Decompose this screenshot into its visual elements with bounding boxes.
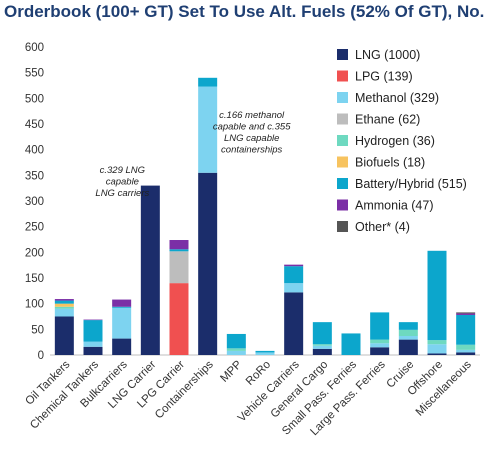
bar-large-pass-ferries-hydrogen: [370, 339, 390, 344]
bar-miscellaneous-lng: [456, 352, 476, 355]
legend-label: Hydrogen (36): [355, 134, 435, 148]
bar-general-cargo-lng: [312, 348, 332, 355]
bar-chemical-tankers-ammonia: [83, 319, 103, 321]
legend-swatch: [337, 156, 348, 168]
y-tick-label: 250: [25, 222, 44, 234]
bar-vehicle-carriers-battery-hybrid: [284, 266, 304, 284]
legend-label: Methanol (329): [355, 91, 439, 105]
bar-oil-tankers-hydrogen: [54, 306, 74, 309]
legend-label: Battery/Hybrid (515): [355, 177, 467, 191]
bar-cruise-hydrogen: [398, 329, 418, 337]
legend-label: Ethane (62): [355, 113, 420, 127]
legend-swatch: [337, 49, 348, 60]
y-tick-label: 350: [25, 170, 44, 182]
bar-bulkcarriers-ammonia: [112, 299, 132, 307]
y-tick-label: 50: [31, 324, 44, 336]
bar-vehicle-carriers-ammonia: [284, 264, 304, 267]
bar-large-pass-ferries-lng: [370, 347, 390, 355]
annotation-text: containerships: [221, 144, 283, 155]
bar-offshore-lng: [427, 353, 447, 355]
y-tick-label: 600: [25, 42, 44, 54]
bar-general-cargo-methanol: [312, 345, 332, 349]
bar-vehicle-carriers-methanol: [284, 283, 304, 293]
y-tick-label: 0: [38, 350, 44, 362]
legend-swatch: [337, 221, 348, 232]
bar-miscellaneous-other: [456, 312, 476, 314]
legend-swatch: [337, 178, 348, 189]
legend-swatch: [337, 113, 348, 125]
legend-swatch: [337, 92, 348, 103]
bar-roro-methanol: [255, 352, 275, 355]
bar-miscellaneous-hydrogen: [456, 344, 476, 350]
y-tick-label: 300: [25, 196, 44, 208]
bar-oil-tankers-biofuels: [54, 303, 74, 307]
bar-miscellaneous-methanol: [456, 349, 476, 353]
annotation-text: c.166 methanol: [219, 110, 285, 121]
bar-bulkcarriers-lng: [112, 338, 132, 355]
legend-label: LNG (1000): [355, 48, 420, 62]
y-tick-label: 100: [25, 299, 44, 311]
legend-swatch: [337, 199, 348, 211]
bar-large-pass-ferries-methanol: [370, 343, 390, 348]
bar-oil-tankers-methanol: [54, 308, 74, 317]
bar-containerships-methanol: [198, 86, 218, 173]
legend-label: Biofuels (18): [355, 156, 425, 170]
bar-miscellaneous-ammonia: [456, 313, 476, 315]
bar-chemical-tankers-lng: [83, 346, 103, 355]
bar-oil-tankers-ammonia: [54, 299, 74, 301]
bar-mpp-hydrogen: [226, 348, 246, 351]
bar-general-cargo-hydrogen: [312, 344, 332, 346]
y-tick-label: 400: [25, 145, 44, 157]
legend-label: Ammonia (47): [355, 199, 434, 213]
y-tick-label: 500: [25, 93, 44, 105]
y-tick-label: 450: [25, 119, 44, 131]
bar-lpg-carrier-ethane: [169, 251, 189, 284]
annotation-text: capable and c.355: [213, 121, 291, 132]
bar-general-cargo-battery-hybrid: [312, 322, 332, 345]
annotation-text: capable: [106, 176, 139, 187]
bar-oil-tankers-lng: [54, 316, 74, 355]
bar-bulkcarriers-battery-hybrid: [112, 306, 132, 308]
bar-containerships-lng: [198, 172, 218, 355]
bar-chemical-tankers-battery-hybrid: [83, 320, 103, 342]
bar-bulkcarriers-methanol: [112, 307, 132, 339]
bar-large-pass-ferries-battery-hybrid: [370, 312, 390, 340]
legend-label: Other* (4): [355, 220, 410, 234]
bar-cruise-lng: [398, 339, 418, 355]
chart-title: Orderbook (100+ GT) Set To Use Alt. Fuel…: [4, 2, 485, 21]
bar-offshore-hydrogen: [427, 340, 447, 345]
x-tick-label: MPP: [218, 358, 244, 384]
y-tick-label: 200: [25, 247, 44, 259]
legend-label: LPG (139): [355, 70, 413, 84]
legend-swatch: [337, 135, 348, 146]
bar-oil-tankers-battery-hybrid: [54, 300, 74, 304]
bar-lng-carrier-lng: [140, 185, 160, 355]
bar-miscellaneous-battery-hybrid: [456, 314, 476, 345]
bar-mpp-methanol: [226, 350, 246, 355]
bar-vehicle-carriers-lng: [284, 292, 304, 355]
y-tick-label: 150: [25, 273, 44, 285]
bar-chemical-tankers-methanol: [83, 341, 103, 347]
annotation-text: LNG carriers: [95, 188, 149, 199]
bar-lpg-carrier-battery-hybrid: [169, 249, 189, 252]
bar-offshore-methanol: [427, 344, 447, 354]
bar-cruise-battery-hybrid: [398, 322, 418, 330]
bar-roro-battery-hybrid: [255, 350, 275, 353]
annotation-text: c.329 LNG: [100, 165, 145, 176]
bar-offshore-battery-hybrid: [427, 250, 447, 341]
legend-swatch: [337, 70, 348, 82]
y-tick-label: 550: [25, 68, 44, 80]
bar-lpg-carrier-lpg: [169, 283, 189, 355]
annotation-text: LNG capable: [224, 133, 279, 144]
bar-small-pass-ferries-battery-hybrid: [341, 333, 361, 355]
bar-lpg-carrier-ammonia: [169, 240, 189, 250]
bar-mpp-battery-hybrid: [226, 333, 246, 349]
bar-cruise-methanol: [398, 336, 418, 340]
bar-containerships-battery-hybrid: [198, 77, 218, 87]
